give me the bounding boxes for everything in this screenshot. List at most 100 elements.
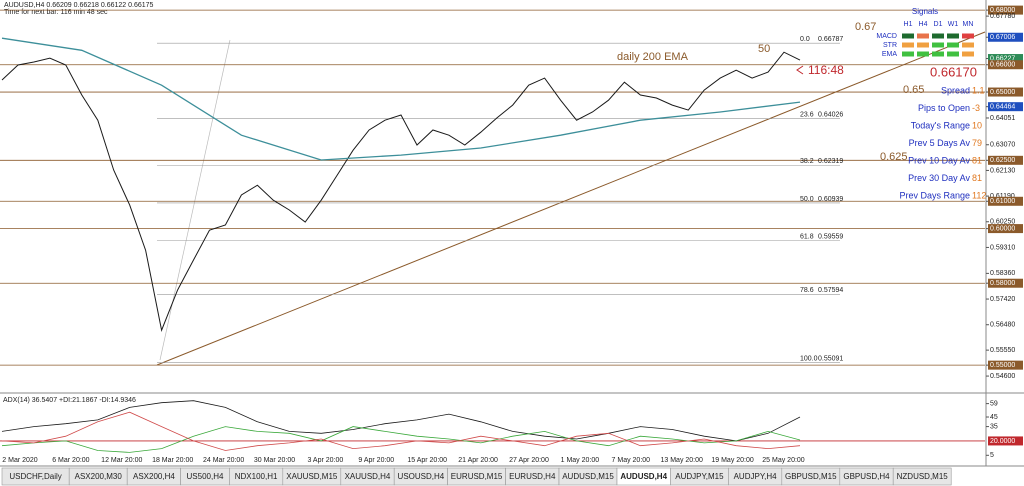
bar-timer: Time for next bar: 116 min 48 sec [4, 9, 108, 16]
y-tick-label: 0.62500 [990, 157, 1015, 164]
signal-cell [902, 33, 914, 39]
y-tick-label: 0.63070 [990, 142, 1015, 149]
symbol-line: AUDUSD,H4 0.66209 0.66218 0.66122 0.6617… [4, 2, 154, 9]
y-tick-label: 35 [990, 423, 998, 430]
info-value: 1.1 [972, 85, 985, 95]
price-box [988, 54, 1023, 64]
signal-cell [962, 33, 974, 39]
tab-label[interactable]: AUDUSD,H4 [620, 472, 667, 481]
series-line [1, 426, 801, 453]
tab-label[interactable]: GBPUSD,M15 [785, 472, 837, 481]
annotation: 116:48 [808, 63, 844, 77]
signal-column: D1 [934, 21, 943, 28]
info-label: Prev 30 Day Av [908, 173, 970, 183]
y-tick-label: 5 [990, 452, 994, 459]
tab[interactable] [892, 467, 952, 486]
annotation: 0.67 [855, 21, 876, 33]
info-label: Today's Range [911, 120, 970, 130]
tab-label[interactable]: ASX200,H4 [133, 472, 175, 481]
x-tick-label: 21 Apr 20:00 [458, 457, 498, 464]
tab-label[interactable]: AUDJPY,M15 [675, 472, 724, 481]
tab-label[interactable]: XAUUSD,H4 [345, 472, 391, 481]
x-tick-label: 19 May 20:00 [711, 457, 754, 464]
signal-cell [932, 33, 944, 39]
y-tick-label: 0.58360 [990, 270, 1015, 277]
tab-label[interactable]: US500,H4 [187, 472, 224, 481]
fib-price: 0.62319 [818, 158, 843, 165]
x-tick-label: 18 Mar 20:00 [152, 457, 193, 464]
series-line [1, 37, 801, 161]
y-tick-label: 0.54600 [990, 373, 1015, 380]
signal-column: MN [963, 21, 974, 28]
y-tick-label: 0.55550 [990, 347, 1015, 354]
price-box [988, 196, 1023, 206]
signal-column: H1 [904, 21, 913, 28]
price-box [988, 360, 1023, 370]
info-value: 79 [972, 138, 982, 148]
y-tick-label: 0.61190 [990, 193, 1015, 200]
y-tick-label: 0.55000 [990, 362, 1015, 369]
fib-price: 0.57594 [818, 287, 843, 294]
price-box [988, 102, 1023, 112]
y-tick-label: 59 [990, 400, 998, 407]
signal-cell [902, 51, 914, 57]
tab-label[interactable]: AUDJPY,H4 [734, 472, 778, 481]
tab-label[interactable]: EURUSD,H4 [509, 472, 556, 481]
signal-cell [917, 42, 929, 48]
price-box [988, 5, 1023, 15]
tab-label[interactable]: AUDUSD,M15 [562, 472, 614, 481]
tab-label[interactable]: USOUSD,H4 [398, 472, 445, 481]
fib-price: 0.64026 [818, 111, 843, 118]
y-tick-label: 0.65000 [990, 89, 1015, 96]
x-tick-label: 3 Apr 20:00 [307, 457, 343, 464]
tab-label[interactable]: ASX200,M30 [75, 472, 123, 481]
arrow [796, 65, 804, 75]
trend-line [156, 31, 986, 366]
y-tick-label: 0.67780 [990, 13, 1015, 20]
annotation: 0.625 [880, 151, 908, 163]
signal-cell [947, 42, 959, 48]
price-box [988, 60, 1023, 70]
tab-label[interactable]: EURUSD,M15 [451, 472, 503, 481]
signal-column: H4 [919, 21, 928, 28]
y-tick-label: 0.64051 [990, 115, 1015, 122]
fib-level: 0.0 [800, 36, 810, 43]
fib-level: 100.0 [800, 356, 818, 363]
y-tick-label: 0.66000 [990, 62, 1015, 69]
annotation: 0.65 [903, 84, 924, 96]
x-tick-label: 25 May 20:00 [762, 457, 805, 464]
tab-label[interactable]: NDX100,H1 [235, 472, 278, 481]
annotation: 0.66170 [930, 64, 977, 79]
series-line [1, 411, 801, 451]
fib-level: 23.6 [800, 111, 814, 118]
fib-level: 50.0 [800, 196, 814, 203]
annotation: 50 [758, 43, 770, 55]
signal-cell [917, 51, 929, 57]
price-box [988, 436, 1023, 446]
tab-label[interactable]: USDCHF,Daily [9, 472, 61, 481]
signal-cell [947, 51, 959, 57]
signal-cell [947, 33, 959, 39]
y-tick-label: 20.0000 [990, 438, 1015, 445]
price-box [988, 278, 1023, 288]
tab-label[interactable]: XAUUSD,M15 [286, 472, 338, 481]
info-label: Prev 10 Day Av [908, 155, 970, 165]
x-tick-label: 7 May 20:00 [612, 457, 651, 464]
x-tick-label: 12 Mar 20:00 [101, 457, 142, 464]
tab-label[interactable]: GBPUSD,H4 [843, 472, 890, 481]
info-value: 10 [972, 120, 982, 130]
y-tick-label: 45 [990, 414, 998, 421]
y-tick-label: 0.66227 [990, 55, 1015, 62]
annotation: daily 200 EMA [617, 51, 689, 63]
tab-label[interactable]: NZDUSD,M15 [897, 472, 949, 481]
fib-level: 38.2 [800, 158, 814, 165]
signal-column: W1 [948, 21, 959, 28]
signal-cell [962, 51, 974, 57]
fib-level: 78.6 [800, 287, 814, 294]
fib-price: 0.59559 [818, 233, 843, 240]
y-tick-label: 0.58000 [990, 280, 1015, 287]
series-line [1, 400, 801, 442]
x-tick-label: 24 Mar 20:00 [203, 457, 244, 464]
signals-title: Signals [912, 7, 938, 16]
